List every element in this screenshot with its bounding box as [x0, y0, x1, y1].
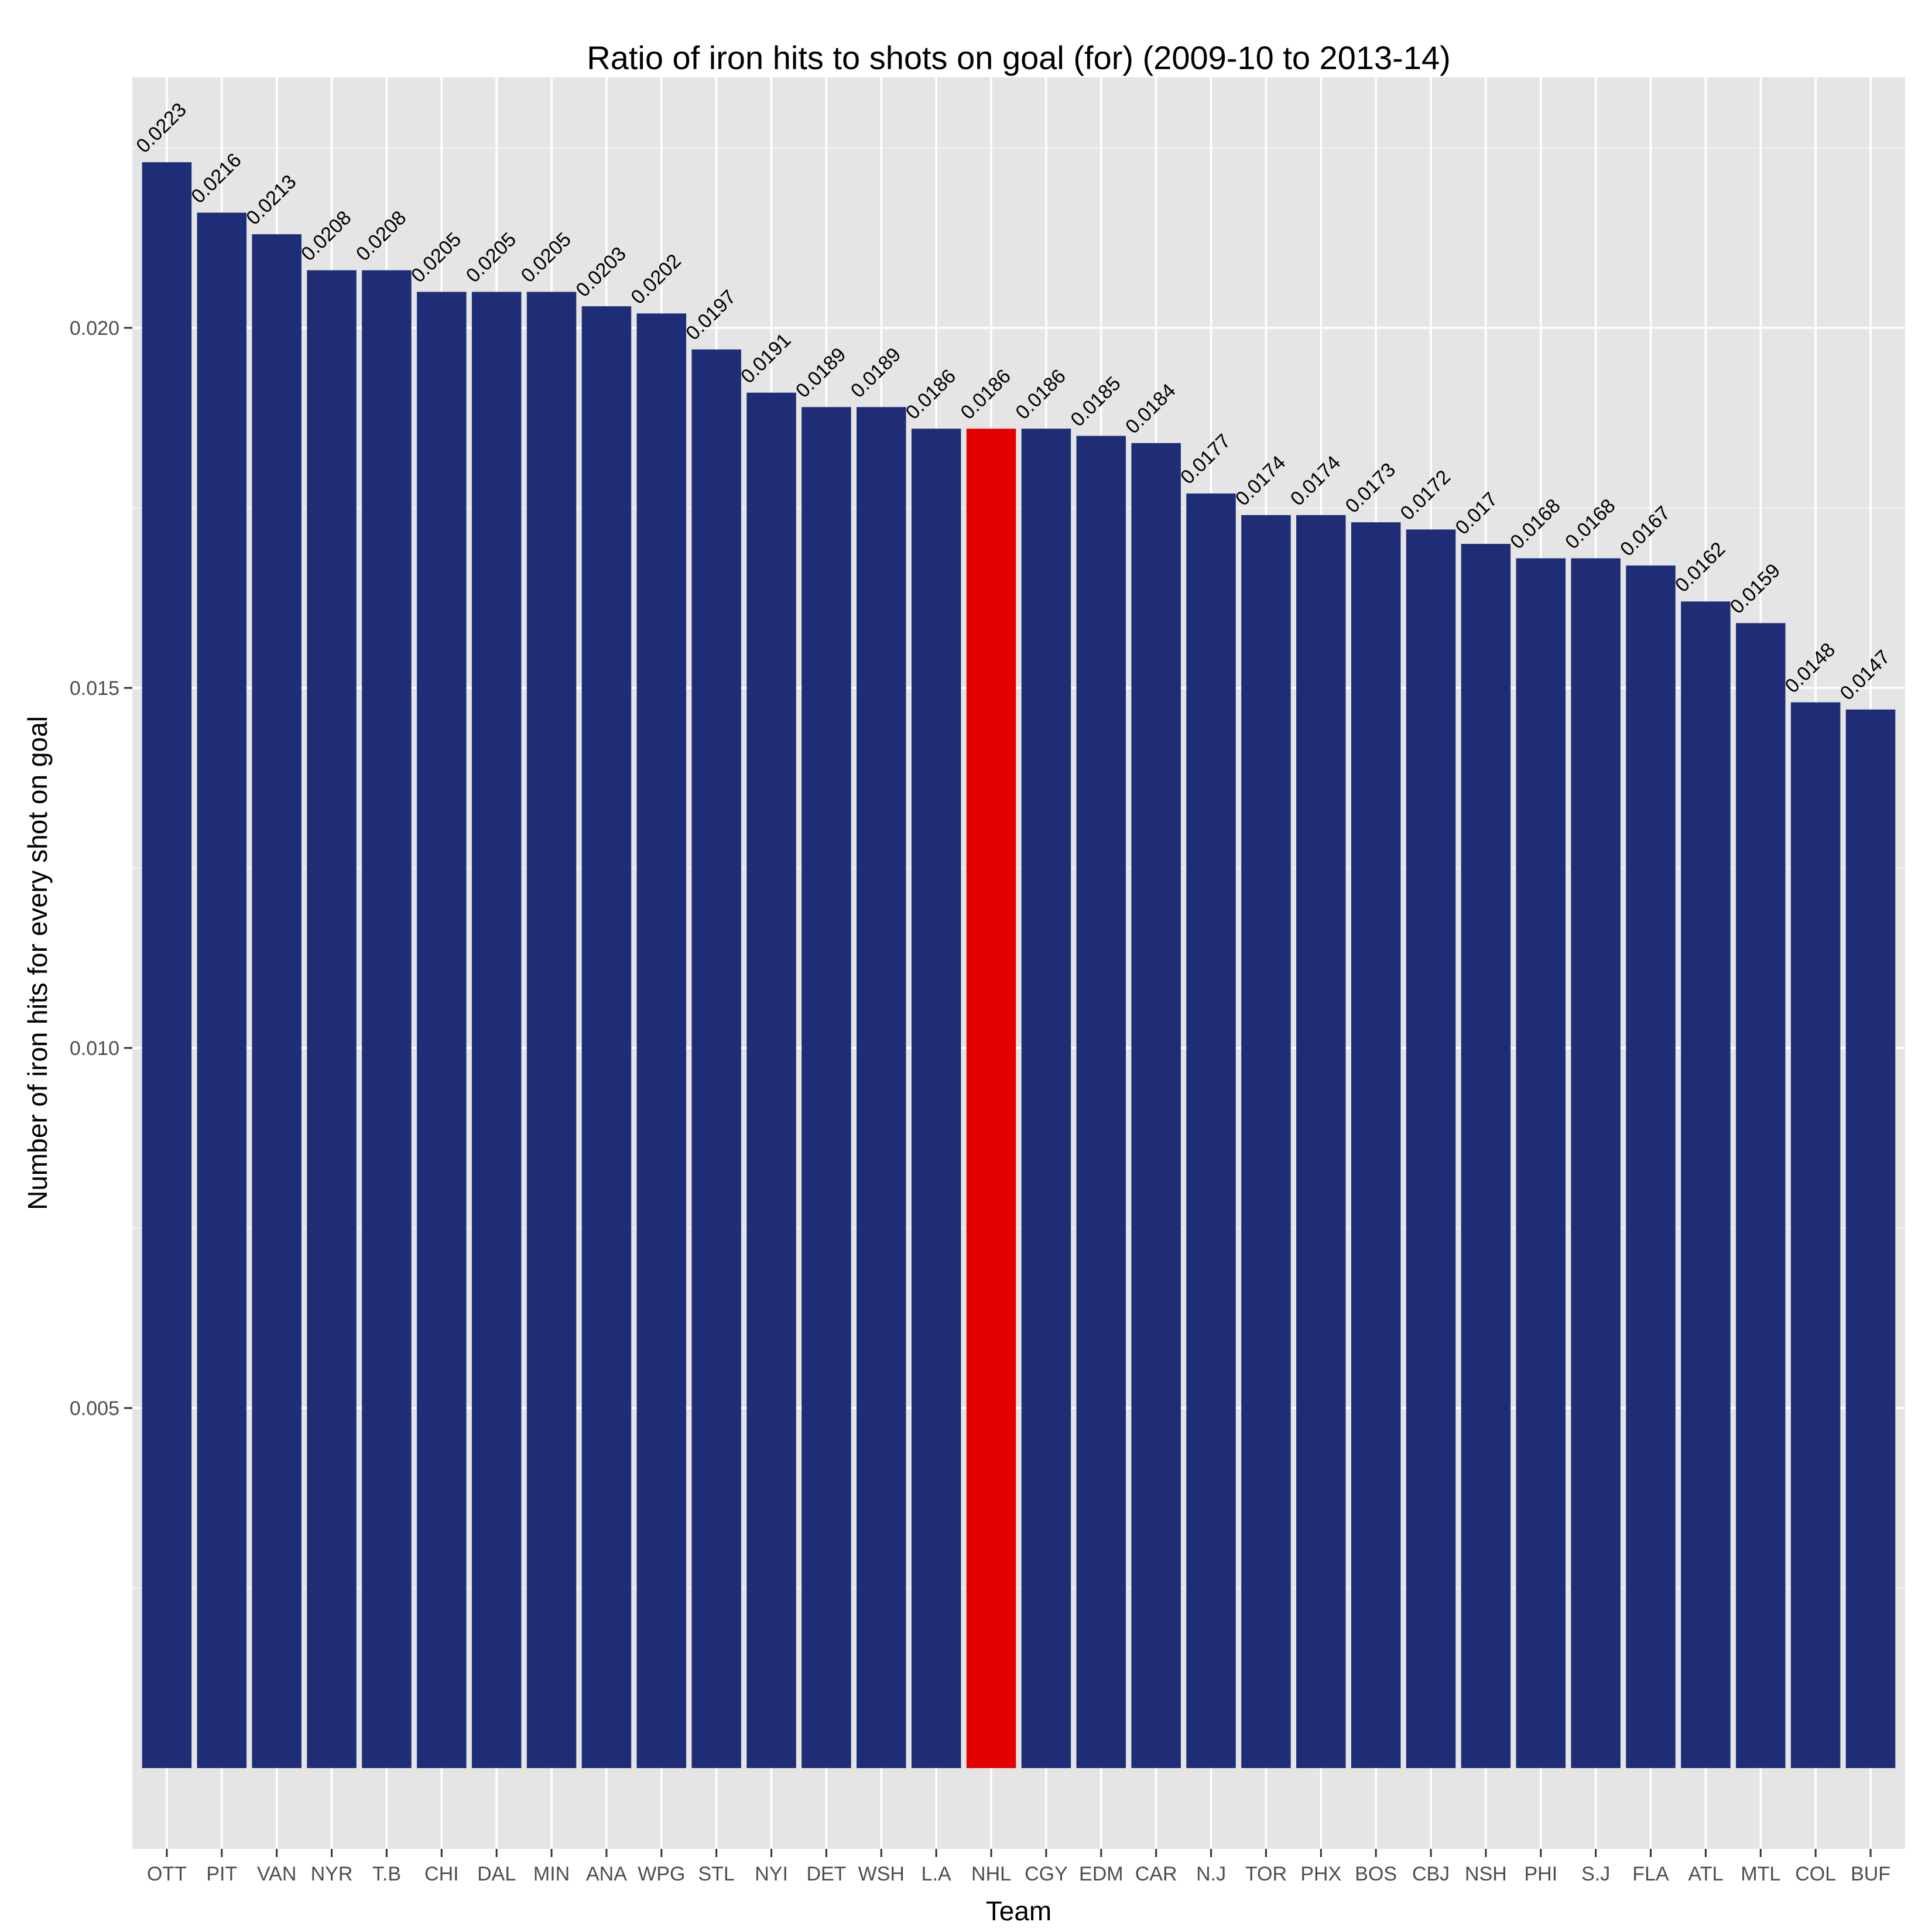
- x-tick-label: TOR: [1245, 1863, 1287, 1885]
- bar-S.J: [1571, 558, 1621, 1768]
- x-tick-label: L.A: [922, 1863, 951, 1885]
- bars: [142, 162, 1896, 1769]
- x-tick-label: ATL: [1688, 1863, 1724, 1885]
- bar-L.A: [911, 429, 961, 1769]
- x-tick-label: FLA: [1632, 1863, 1669, 1885]
- x-tick-label: PHX: [1300, 1863, 1341, 1885]
- bar-TOR: [1241, 515, 1291, 1768]
- bar-ANA: [581, 306, 632, 1768]
- bar-ATL: [1681, 601, 1731, 1768]
- x-axis-title: Team: [986, 1896, 1051, 1926]
- x-tick-label: NHL: [971, 1863, 1011, 1885]
- bar-WSH: [857, 407, 906, 1768]
- bar-CAR: [1131, 443, 1181, 1768]
- x-tick-label: S.J: [1581, 1863, 1610, 1885]
- x-tick-label: NSH: [1465, 1863, 1507, 1885]
- bar-DET: [801, 407, 851, 1768]
- x-tick-label: WSH: [858, 1863, 905, 1885]
- x-tick-label: STL: [698, 1863, 735, 1885]
- x-tick-label: OTT: [147, 1863, 187, 1885]
- x-tick-label: NYR: [311, 1863, 353, 1885]
- bar-MIN: [526, 292, 577, 1768]
- x-tick-label: BUF: [1851, 1863, 1890, 1885]
- bar-NYI: [746, 392, 796, 1769]
- x-tick-label: T.B: [372, 1863, 401, 1885]
- x-tick-label: PIT: [206, 1863, 237, 1885]
- x-tick-label: CAR: [1135, 1863, 1177, 1885]
- x-tick-label: CBJ: [1412, 1863, 1450, 1885]
- bar-COL: [1790, 702, 1841, 1768]
- bar-N.J: [1186, 493, 1236, 1769]
- x-tick-label: WPG: [638, 1863, 685, 1885]
- bar-PIT: [197, 213, 247, 1769]
- bar-PHX: [1296, 515, 1346, 1768]
- x-tick-label: CGY: [1025, 1863, 1068, 1885]
- x-tick-label: CHI: [424, 1863, 459, 1885]
- y-tick-label: 0.015: [70, 677, 119, 700]
- x-tick-label: PHI: [1524, 1863, 1557, 1885]
- bar-NYR: [307, 270, 357, 1768]
- x-tick-label: ANA: [586, 1863, 627, 1885]
- bar-FLA: [1626, 565, 1676, 1769]
- bar-MTL: [1736, 623, 1786, 1768]
- bar-NHL: [966, 429, 1016, 1769]
- x-tick-label: VAN: [257, 1863, 296, 1885]
- x-tick-label: BOS: [1355, 1863, 1397, 1885]
- x-tick-label: MIN: [533, 1863, 570, 1885]
- bar-STL: [691, 349, 741, 1769]
- y-tick-label: 0.020: [70, 317, 119, 340]
- x-axis: OTT PIT VAN NYR T.B CHI DAL MIN ANA WPG STL NYI DET W…: [147, 1849, 1890, 1885]
- x-tick-label: DAL: [477, 1863, 516, 1885]
- y-axis: 0.005 0.010 0.015 0.020: [70, 317, 132, 1420]
- bar-PHI: [1516, 558, 1566, 1768]
- x-tick-label: EDM: [1079, 1863, 1123, 1885]
- bar-BUF: [1845, 709, 1896, 1768]
- x-tick-label: COL: [1795, 1863, 1836, 1885]
- bar-EDM: [1076, 436, 1126, 1768]
- bar-CHI: [417, 292, 467, 1768]
- bar-T.B: [362, 270, 412, 1768]
- y-tick-label: 0.010: [70, 1037, 119, 1060]
- bar-BOS: [1351, 522, 1401, 1768]
- x-tick-label: MTL: [1741, 1863, 1780, 1885]
- chart-title: Ratio of iron hits to shots on goal (for…: [587, 39, 1451, 76]
- x-tick-label: N.J: [1196, 1863, 1226, 1885]
- bar-NSH: [1461, 544, 1511, 1768]
- bar-OTT: [142, 162, 192, 1768]
- bar-CGY: [1021, 429, 1071, 1769]
- bar-CBJ: [1406, 529, 1456, 1769]
- bar-DAL: [471, 292, 522, 1768]
- bar-VAN: [252, 234, 302, 1768]
- x-tick-label: NYI: [755, 1863, 788, 1885]
- y-tick-label: 0.005: [70, 1397, 119, 1420]
- bar-WPG: [636, 313, 687, 1769]
- y-axis-title: Number of iron hits for every shot on go…: [22, 716, 53, 1210]
- x-tick-label: DET: [806, 1863, 846, 1885]
